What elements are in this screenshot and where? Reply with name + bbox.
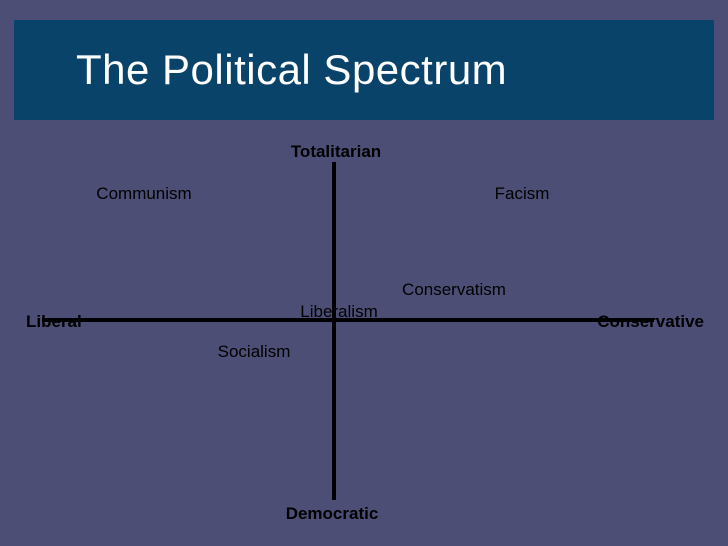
title-bar: The Political Spectrum	[14, 20, 714, 120]
point-label-3: Liberalism	[300, 302, 377, 322]
point-label-4: Socialism	[218, 342, 291, 362]
slide: The Political Spectrum Totalitarian Democ…	[0, 0, 728, 546]
point-label-0: Communism	[96, 184, 191, 204]
point-label-1: Facism	[495, 184, 550, 204]
slide-title: The Political Spectrum	[76, 46, 507, 94]
axis-label-right: Conservative	[597, 312, 704, 332]
axis-label-bottom: Democratic	[286, 504, 379, 524]
quadrant-chart: Totalitarian Democratic Liberal Conservativ…	[14, 132, 714, 532]
axis-label-top: Totalitarian	[291, 142, 381, 162]
axis-vertical	[332, 162, 336, 500]
axis-label-left: Liberal	[26, 312, 82, 332]
point-label-2: Conservatism	[402, 280, 506, 300]
